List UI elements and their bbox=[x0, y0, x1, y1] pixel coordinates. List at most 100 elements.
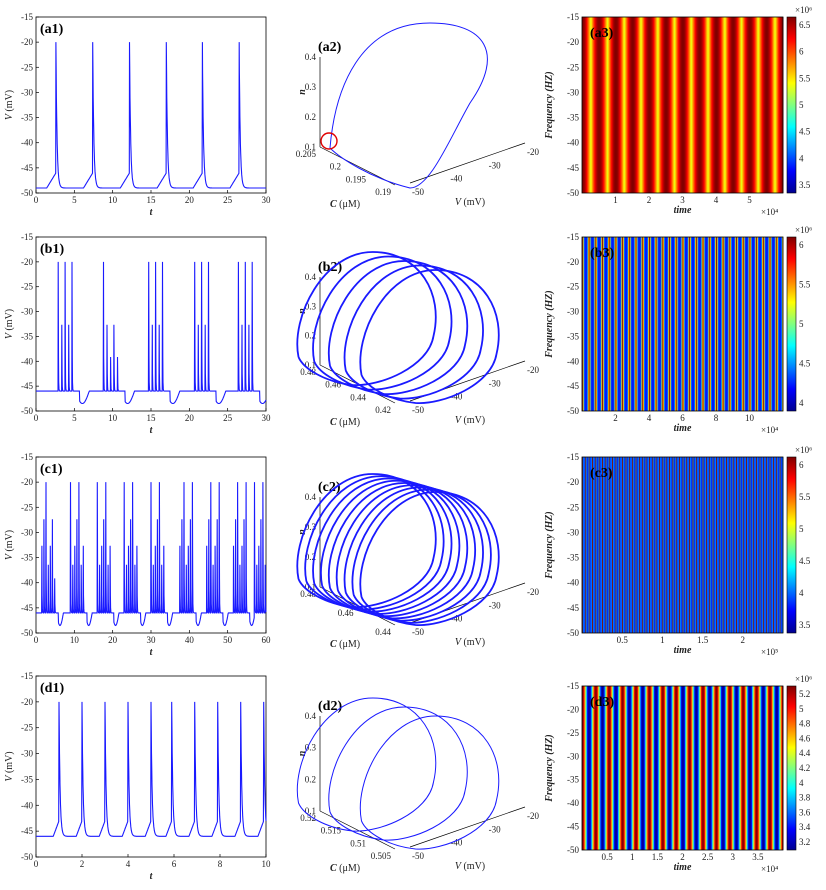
spectrogram-cell bbox=[595, 237, 597, 411]
spectrogram-cell bbox=[730, 17, 732, 193]
spectrogram-cell bbox=[763, 457, 765, 633]
spectrogram-cell bbox=[593, 457, 595, 633]
spectrogram-cell bbox=[752, 237, 754, 411]
spectrogram-cell bbox=[641, 457, 643, 633]
spectrogram-cell bbox=[616, 686, 618, 850]
spectrogram-cell bbox=[641, 686, 643, 850]
spectrogram-cell bbox=[636, 686, 638, 850]
spectrogram-cell bbox=[621, 457, 623, 633]
spectrogram-cell bbox=[628, 457, 631, 633]
spectrogram-cell bbox=[710, 17, 713, 193]
panel-b1: 0 5 10 15 20 25 30 -50 -45 -40 -35 -30 -25 -20 -15 t V (… bbox=[4, 232, 271, 436]
spectrogram-cell bbox=[612, 237, 614, 411]
panel-label: (d2) bbox=[318, 699, 342, 714]
spectrogram-cell bbox=[685, 686, 687, 850]
spectrogram-cell bbox=[707, 686, 709, 850]
spectrogram-cell bbox=[587, 686, 590, 850]
spectrogram-cell bbox=[683, 686, 685, 850]
spectrogram-cell bbox=[675, 17, 678, 193]
spectrogram-cell bbox=[612, 686, 615, 850]
spectrogram-cell bbox=[687, 457, 689, 633]
spectrogram-cell bbox=[759, 237, 761, 411]
spectrogram-cell bbox=[775, 457, 777, 633]
spectrogram-cell bbox=[597, 686, 599, 850]
spectrogram-cell bbox=[733, 457, 735, 633]
spectrogram-cell bbox=[635, 17, 637, 193]
spectrogram-cell bbox=[672, 17, 674, 193]
spectrogram-cell bbox=[596, 686, 598, 850]
spectrogram-cell bbox=[734, 686, 736, 850]
spectrogram-cell bbox=[633, 686, 636, 850]
spectrogram-cell bbox=[663, 686, 665, 850]
spectrogram-cell bbox=[618, 237, 620, 411]
spectrogram-cell bbox=[685, 17, 688, 193]
spectrogram-cell bbox=[620, 457, 622, 633]
spectrogram-cell bbox=[773, 237, 776, 411]
spectrogram-cell bbox=[664, 686, 666, 850]
spectrogram-cell bbox=[602, 237, 604, 411]
x-tick-label: 2 bbox=[741, 635, 746, 645]
spectrogram-cell bbox=[609, 457, 611, 633]
spectrogram-cell bbox=[596, 237, 598, 411]
x-tick-label: 15 bbox=[147, 413, 157, 423]
spectrogram-cell bbox=[746, 457, 749, 633]
x-tick-label: 0 bbox=[34, 859, 39, 869]
spectrogram-cell bbox=[649, 17, 651, 193]
y-tick-label: -30 bbox=[21, 307, 33, 317]
spectrogram-cell bbox=[678, 457, 680, 633]
spectrogram-cell bbox=[633, 237, 635, 411]
spectrogram-cell bbox=[776, 457, 778, 633]
spectrogram-cell bbox=[697, 17, 699, 193]
spectrogram-cell bbox=[629, 686, 631, 850]
spectrogram-cell bbox=[733, 686, 735, 850]
spectrogram-cell bbox=[689, 457, 691, 633]
spectrogram-cell bbox=[749, 17, 751, 193]
y-tick-label: -30 bbox=[567, 527, 579, 537]
spectrogram-cell bbox=[715, 237, 717, 411]
spectrogram-cell bbox=[608, 686, 611, 850]
spectrogram-cell bbox=[605, 686, 607, 850]
x-tick-label: 8 bbox=[714, 413, 719, 423]
v-tick-label: -20 bbox=[527, 587, 539, 597]
spectrogram-cell bbox=[614, 457, 616, 633]
spectrogram-cell bbox=[775, 237, 777, 411]
spectrogram-cell bbox=[695, 686, 697, 850]
plot-frame bbox=[581, 456, 784, 634]
x-tick-label: 1 bbox=[630, 852, 635, 862]
spectrogram-cell bbox=[643, 457, 645, 633]
spectrogram-cell bbox=[711, 686, 714, 850]
spectrogram-cell bbox=[740, 457, 742, 633]
spectrogram-cell bbox=[626, 686, 628, 850]
panel-c1: 0 10 20 30 40 50 60 -50 -45 -40 -35 -30 -25 -20 -15 t V … bbox=[4, 452, 271, 658]
spectrogram-cell bbox=[765, 457, 767, 633]
spectrogram-cell bbox=[690, 686, 692, 850]
spectrogram-cell bbox=[674, 457, 676, 633]
spectrogram-cell bbox=[685, 457, 687, 633]
v-tick-label: -40 bbox=[450, 614, 462, 624]
spectrogram-cell bbox=[669, 17, 671, 193]
spectrogram-cell bbox=[625, 237, 627, 411]
spectrogram-cell bbox=[589, 237, 591, 411]
c-tick-label: 0.195 bbox=[346, 174, 367, 184]
y-tick-label: -45 bbox=[567, 822, 579, 832]
spectrogram-cell bbox=[711, 17, 714, 193]
n-tick-label: 0.4 bbox=[305, 711, 317, 721]
v-axis bbox=[409, 806, 526, 848]
spectrogram-cell bbox=[629, 457, 631, 633]
spectrogram-cell bbox=[649, 457, 652, 633]
y-tick-label: -40 bbox=[21, 138, 33, 148]
spectrogram-cell bbox=[604, 237, 606, 411]
y-tick-label: -50 bbox=[21, 406, 33, 416]
spectrogram-cell bbox=[732, 457, 734, 633]
spectrogram-cell bbox=[666, 237, 668, 411]
c-tick-label: 0.44 bbox=[350, 392, 366, 402]
spectrogram-cell bbox=[762, 237, 764, 411]
spectrogram-cell bbox=[666, 17, 668, 193]
spectrogram-cell bbox=[676, 686, 678, 850]
y-tick-label: -35 bbox=[567, 553, 579, 563]
spectrogram-cell bbox=[639, 686, 642, 850]
spectrogram-cell bbox=[765, 237, 767, 411]
x-exponent: ×10⁴ bbox=[761, 425, 778, 435]
spectrogram-cell bbox=[729, 237, 731, 411]
spectrogram-cell bbox=[716, 17, 719, 193]
